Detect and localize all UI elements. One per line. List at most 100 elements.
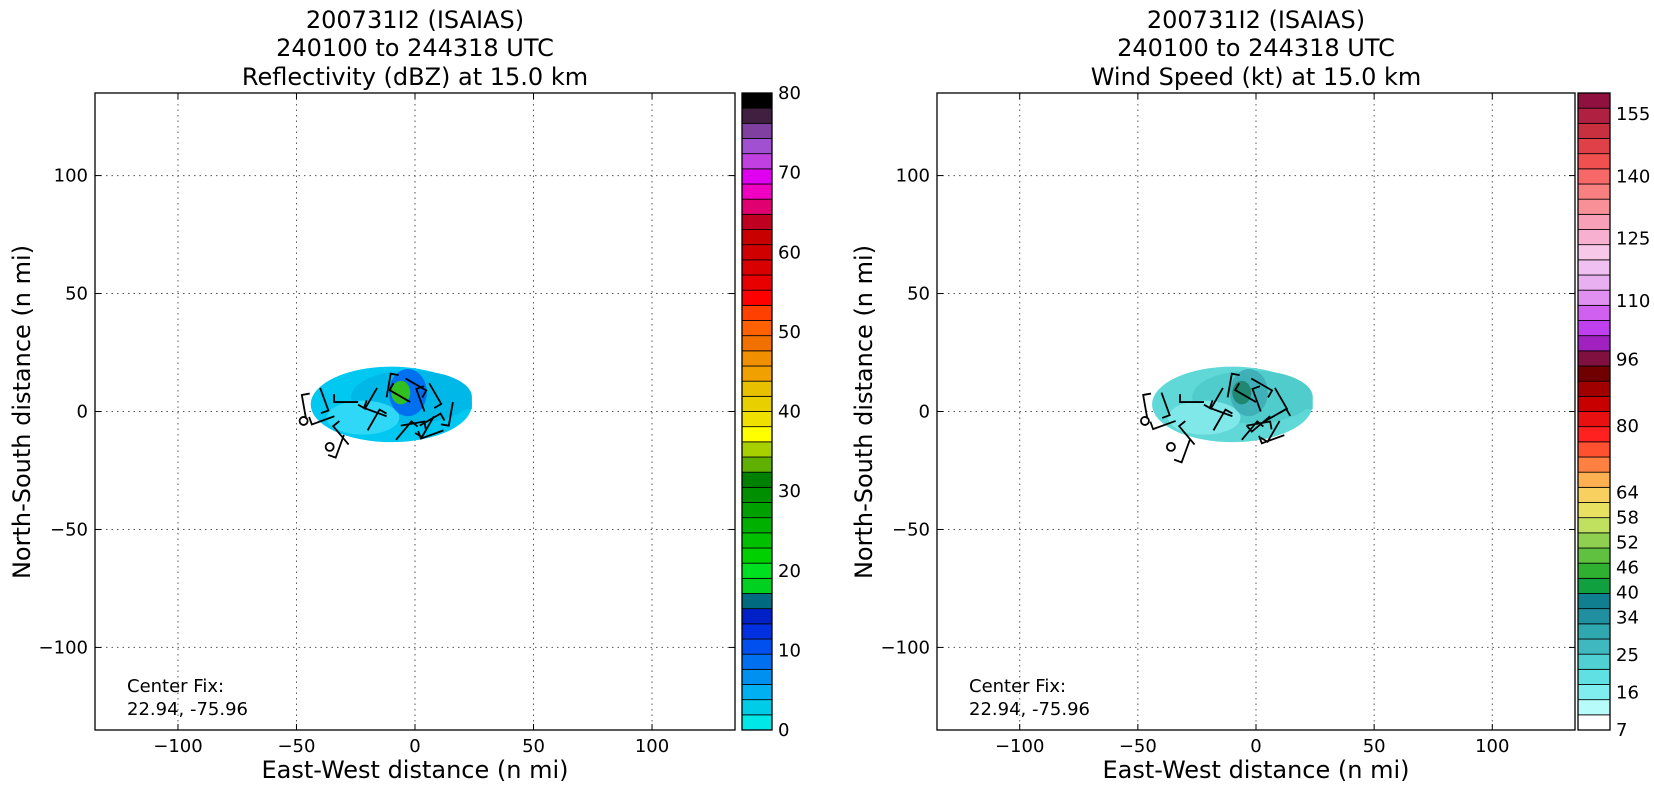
colorbar-swatch [1577, 441, 1611, 458]
colorbar-swatch [741, 289, 773, 306]
wind-barb [362, 400, 387, 418]
chart-title-line-3: Wind Speed (kt) at 15.0 km [1091, 63, 1422, 91]
colorbar-tick-label: 25 [1616, 645, 1639, 666]
calm-circle [324, 441, 335, 452]
x-tick-label: 100 [1475, 736, 1509, 757]
wind-barb [1179, 394, 1205, 403]
echo-core [1232, 380, 1252, 405]
y-tick-label: 50 [907, 284, 930, 305]
colorbar-tick-label: 70 [778, 163, 801, 184]
wind-barb [417, 429, 444, 440]
wind-speed-panel: 200731I2 (ISAIAS) 240100 to 244318 UTC W… [850, 6, 1650, 784]
x-ticks: −100 −50 0 50 100 [153, 736, 669, 757]
colorbar-swatch [1577, 426, 1611, 443]
colorbar-frame [1577, 92, 1611, 731]
y-tick-label: −50 [50, 519, 88, 540]
echo-area [326, 400, 400, 435]
colorbar-swatch [741, 213, 773, 230]
chart-title-line-2: 240100 to 244318 UTC [1117, 34, 1395, 62]
colorbar-tick-label: 46 [1616, 558, 1639, 579]
chart-title-line-3: Reflectivity (dBZ) at 15.0 km [242, 63, 588, 91]
plot-frame [936, 92, 1576, 731]
colorbar-swatch [1577, 562, 1611, 579]
wind-barbs [1142, 372, 1292, 464]
colorbar-swatch [1577, 532, 1611, 549]
colorbar-swatch [741, 320, 773, 337]
colorbar-swatch [741, 350, 773, 367]
colorbar-swatch [1577, 623, 1611, 640]
wind-barb [1160, 392, 1171, 419]
colorbar-swatch [1577, 456, 1611, 473]
colorbar-swatch [1577, 153, 1611, 170]
colorbar-swatch [741, 638, 773, 655]
colorbar-swatch [741, 699, 773, 716]
colorbar-swatch [1577, 168, 1611, 185]
y-ticks: −100 −50 0 50 100 [881, 166, 930, 659]
wind-barb [366, 408, 387, 431]
colorbar-swatch [1577, 593, 1611, 610]
colorbar-swatch [741, 244, 773, 261]
wind-barb [1274, 387, 1289, 414]
colorbar-swatch [741, 471, 773, 488]
colorbar-tick-label: 16 [1616, 683, 1639, 704]
colorbar-swatch [1577, 714, 1611, 731]
wind-barb [395, 420, 419, 441]
wind-barb [1149, 420, 1176, 431]
x-tick-label: 50 [1363, 736, 1386, 757]
colorbar-swatch [1577, 335, 1611, 352]
x-tick-label: −100 [153, 736, 202, 757]
wind-barb [1142, 392, 1152, 419]
colorbar-tick-label: 58 [1616, 508, 1639, 529]
wind-barb [1208, 400, 1233, 418]
x-tick-label: −100 [995, 736, 1044, 757]
colorbar-swatch [1577, 547, 1611, 564]
wind-barb [1233, 382, 1257, 403]
wind-barb [308, 415, 335, 426]
y-tick-label: 0 [77, 402, 88, 423]
wind-barb [1226, 372, 1240, 398]
y-tick-label: 100 [54, 166, 88, 187]
colorbar-swatch [1577, 365, 1611, 382]
colorbar-tick-label: 30 [778, 481, 801, 502]
center-fix-value: 22.94, -75.96 [969, 699, 1090, 720]
x-tick-label: 100 [635, 736, 669, 757]
colorbar-swatch [741, 168, 773, 185]
colorbar-tick-label: 110 [1616, 291, 1650, 312]
calm-circle [298, 416, 309, 426]
colorbar-frame [741, 92, 773, 731]
wind-barb [385, 372, 399, 398]
colorbar-tick-label: 60 [778, 242, 801, 263]
colorbar-swatch [741, 456, 773, 473]
wind-barb [1251, 385, 1262, 412]
chart-title-line-2: 240100 to 244318 UTC [276, 34, 554, 62]
colorbar-swatch [741, 183, 773, 200]
colorbar-swatch [741, 122, 773, 139]
wind-barb [1246, 420, 1273, 430]
colorbar-swatch [1577, 183, 1611, 200]
wind-barb [1258, 434, 1285, 445]
reflectivity-panel: 200731I2 (ISAIAS) 240100 to 244318 UTC R… [8, 6, 801, 784]
colorbar-swatch [1577, 229, 1611, 246]
colorbar-swatch [1577, 320, 1611, 337]
colorbar-swatch [1577, 304, 1611, 321]
colorbar-swatch [1577, 684, 1611, 701]
colorbar-swatch [1577, 653, 1611, 670]
colorbar-swatch [1577, 608, 1611, 625]
wind-barb [415, 385, 426, 412]
y-tick-label: 0 [919, 402, 930, 423]
wind-barb [333, 394, 359, 403]
colorbar-tick-label: 125 [1616, 229, 1650, 250]
colorbar-swatch [741, 259, 773, 276]
echo-area [1296, 397, 1313, 410]
wind-barb [1177, 420, 1196, 446]
center-fix-label: Center Fix: [127, 676, 224, 697]
wind-barb [388, 382, 411, 403]
colorbar-swatch [1577, 274, 1611, 291]
wind-barbs [300, 372, 454, 459]
colorbar-swatch [1577, 289, 1611, 306]
chart-title-line-1: 200731I2 (ISAIAS) [306, 6, 524, 34]
center-fix-value: 22.94, -75.96 [127, 699, 248, 720]
colorbar-ticks: 0 10 20 30 40 50 60 70 80 [778, 83, 801, 741]
colorbar-swatch [1577, 471, 1611, 488]
y-tick-label: −100 [39, 637, 88, 658]
